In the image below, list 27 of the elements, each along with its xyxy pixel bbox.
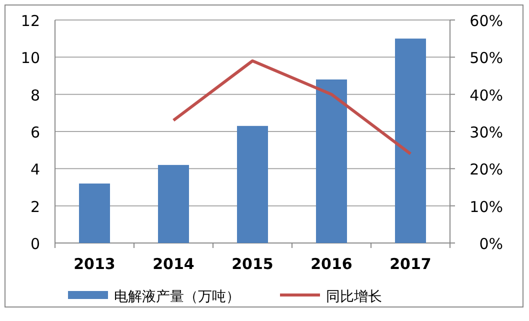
y-tick-label: 4	[30, 160, 40, 179]
x-tick-label: 2017	[390, 255, 432, 273]
x-tick-label: 2016	[310, 255, 352, 273]
y2-tick-label: 40%	[470, 86, 503, 104]
bar	[79, 184, 110, 243]
x-tick-label: 2015	[232, 255, 274, 273]
x-tick-label: 2014	[152, 255, 194, 273]
y2-tick-label: 10%	[470, 198, 503, 216]
y-tick-label: 0	[30, 235, 40, 253]
y2-tick-label: 50%	[470, 49, 503, 68]
bar	[395, 38, 426, 243]
y-tick-label: 10	[20, 49, 40, 68]
y-tick-label: 8	[30, 86, 40, 104]
bar	[158, 164, 189, 243]
bar	[316, 79, 347, 243]
y2-tick-label: 30%	[470, 124, 503, 142]
legend-label: 同比增长	[326, 289, 382, 305]
y2-tick-label: 20%	[470, 160, 503, 179]
x-tick-label: 2013	[74, 255, 116, 273]
y-tick-label: 12	[20, 12, 40, 30]
y2-tick-label: 60%	[470, 12, 503, 30]
y2-tick-label: 0%	[479, 235, 503, 253]
bar	[237, 126, 268, 243]
y-tick-label: 2	[30, 198, 40, 216]
y-tick-label: 6	[30, 124, 40, 142]
line-series	[172, 59, 412, 156]
legend-label: 电解液产量（万吨）	[114, 289, 240, 305]
